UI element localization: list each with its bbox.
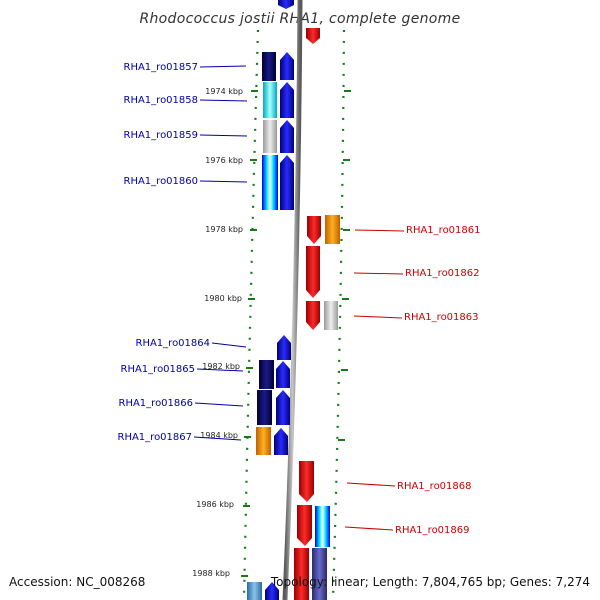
gene-arrow-ro01861[interactable] xyxy=(307,216,321,244)
gene-label-ro01858[interactable]: RHA1_ro01858 xyxy=(124,95,199,106)
gene-color-ro01867 xyxy=(256,427,271,455)
gene-arrow-ro01868[interactable] xyxy=(299,461,314,502)
gene-color-partial-bottom xyxy=(247,582,262,600)
leader-line xyxy=(344,526,394,531)
gene-color-ro01866 xyxy=(257,390,272,425)
scale-ticks xyxy=(241,90,351,577)
gene-label-ro01862[interactable]: RHA1_ro01862 xyxy=(405,268,480,279)
gene-label-ro01857[interactable]: RHA1_ro01857 xyxy=(124,62,199,73)
right-gene-labels: RHA1_ro01861 RHA1_ro01862 RHA1_ro01863 R… xyxy=(344,225,481,536)
topology-text: Topology: linear; Length: 7,804,765 bp; … xyxy=(270,575,590,589)
gene-label-ro01869[interactable]: RHA1_ro01869 xyxy=(395,525,470,536)
left-gene-labels: RHA1_ro01857 RHA1_ro01858 RHA1_ro01859 R… xyxy=(118,62,248,443)
leader-line xyxy=(199,134,248,137)
leader-line xyxy=(196,368,244,372)
gene-label-ro01861[interactable]: RHA1_ro01861 xyxy=(406,225,481,236)
inner-dotted-guide xyxy=(242,29,260,600)
gene-label-ro01868[interactable]: RHA1_ro01868 xyxy=(397,481,472,492)
leader-line xyxy=(346,482,396,487)
gene-arrow-ro01863[interactable] xyxy=(306,301,320,330)
gene-color-ro01859 xyxy=(263,120,277,153)
leader-line xyxy=(199,180,248,183)
tick-label: 1982 kbp xyxy=(202,362,240,371)
gene-color-ro01869 xyxy=(315,506,330,547)
gene-color-ro01863 xyxy=(324,301,338,330)
gene-label-ro01866[interactable]: RHA1_ro01866 xyxy=(119,398,194,409)
gene-arrow-ro01865[interactable] xyxy=(276,361,290,388)
leader-line xyxy=(193,436,242,441)
gene-label-ro01864[interactable]: RHA1_ro01864 xyxy=(136,338,211,349)
gene-color-ro01865 xyxy=(259,360,274,389)
tick-label: 1986 kbp xyxy=(196,500,234,509)
gene-arrow-ro01864[interactable] xyxy=(277,335,291,360)
gene-arrow-partial-bottom-reverse[interactable] xyxy=(294,548,309,600)
gene-color-ro01858 xyxy=(263,82,277,118)
gene-color-ro01861 xyxy=(325,215,340,244)
genome-backbone xyxy=(282,0,303,600)
gene-color-ro01860 xyxy=(262,155,278,210)
leader-line xyxy=(354,229,405,232)
gene-label-ro01860[interactable]: RHA1_ro01860 xyxy=(124,176,199,187)
gene-arrow-ro01860[interactable] xyxy=(280,155,294,210)
gene-arrow-partial-top[interactable] xyxy=(278,0,294,9)
gene-arrow-ro01858[interactable] xyxy=(280,82,294,118)
gene-label-ro01865[interactable]: RHA1_ro01865 xyxy=(121,364,196,375)
gene-arrow-ro01862[interactable] xyxy=(306,246,320,298)
tick-label: 1976 kbp xyxy=(205,156,243,165)
gene-arrow-ro01859[interactable] xyxy=(280,120,294,153)
tick-label: 1980 kbp xyxy=(204,294,242,303)
reverse-strand-genes xyxy=(294,28,340,600)
tick-label: 1984 kbp xyxy=(200,431,238,440)
gene-color-partial-bottom-reverse xyxy=(312,548,327,600)
gene-arrow-partial-top-reverse[interactable] xyxy=(306,28,320,44)
leader-line xyxy=(211,342,247,348)
leader-line xyxy=(199,99,248,102)
gene-arrow-ro01867[interactable] xyxy=(274,428,288,455)
accession-text: Accession: NC_008268 xyxy=(9,575,145,589)
forward-strand-genes xyxy=(247,0,294,600)
tick-label: 1974 kbp xyxy=(205,87,243,96)
gene-arrow-ro01869[interactable] xyxy=(297,505,312,546)
gene-arrow-partial-bottom[interactable] xyxy=(265,582,279,600)
leader-line xyxy=(353,272,404,275)
gene-arrow-ro01857[interactable] xyxy=(280,52,294,80)
tick-label: 1978 kbp xyxy=(205,225,243,234)
gene-label-ro01867[interactable]: RHA1_ro01867 xyxy=(118,432,193,443)
gene-label-ro01863[interactable]: RHA1_ro01863 xyxy=(404,312,479,323)
gene-color-ro01857 xyxy=(262,52,276,81)
leader-line xyxy=(199,65,247,68)
leader-line xyxy=(194,402,244,407)
gene-arrow-ro01866[interactable] xyxy=(276,390,290,425)
leader-line xyxy=(353,315,403,319)
tick-label: 1988 kbp xyxy=(192,569,230,578)
gene-label-ro01859[interactable]: RHA1_ro01859 xyxy=(124,130,199,141)
